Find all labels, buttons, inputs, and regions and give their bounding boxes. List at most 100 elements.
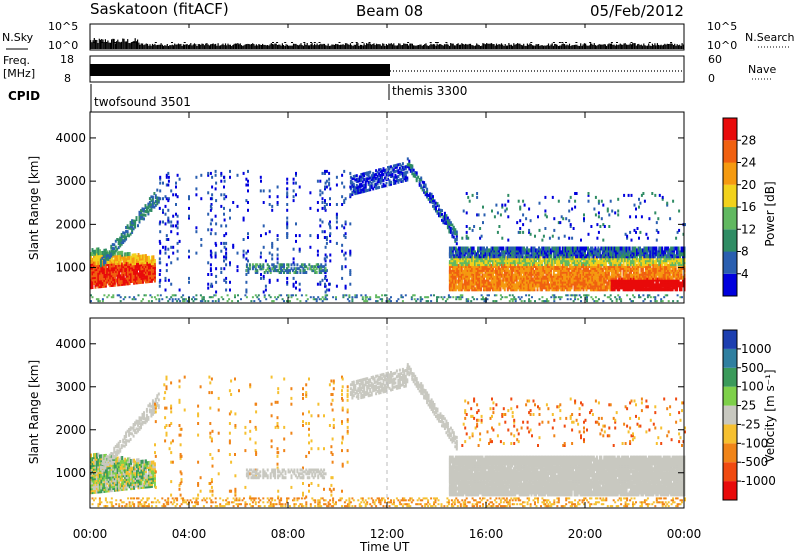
power-cell	[175, 203, 177, 206]
power-cell	[595, 248, 598, 253]
power-cell	[418, 181, 421, 185]
power-cell	[600, 269, 603, 274]
power-cell	[384, 168, 386, 172]
power-cell	[298, 282, 301, 286]
nsky-bar	[573, 44, 576, 49]
power-cell	[520, 273, 523, 278]
power-cell	[592, 287, 595, 292]
cpid-program-1: twofsound 3501	[94, 95, 191, 109]
power-cell	[466, 262, 469, 267]
power-cell	[582, 264, 585, 268]
power-cell	[329, 224, 331, 228]
power-cell	[318, 267, 321, 271]
nsky-bar	[446, 43, 448, 49]
power-cell	[295, 173, 297, 177]
power-cell	[379, 169, 382, 173]
power-cell	[391, 174, 394, 178]
nsky-bar	[439, 44, 441, 49]
power-cell	[529, 248, 532, 253]
nsky-bar	[196, 46, 198, 49]
nsky-bar	[661, 45, 663, 49]
power-cell	[575, 275, 578, 280]
power-cell	[121, 250, 124, 255]
power-cell	[384, 170, 386, 174]
power-cell	[624, 254, 627, 259]
power-cell	[514, 283, 517, 288]
power-cell	[296, 267, 299, 271]
power-cell	[104, 253, 107, 257]
power-cell	[442, 217, 445, 221]
power-cell	[388, 165, 391, 169]
power-cell	[111, 252, 114, 256]
power-cell	[414, 174, 417, 178]
power-cell	[287, 263, 290, 267]
power-cell	[494, 246, 497, 251]
power-cell	[116, 257, 119, 262]
power-cell	[546, 279, 549, 284]
power-cell	[655, 273, 658, 278]
power-cell	[395, 175, 398, 179]
power-cell	[661, 254, 664, 259]
power-cell	[314, 265, 317, 269]
power-cell	[459, 265, 462, 270]
power-cell	[280, 269, 283, 273]
power-cell	[300, 263, 303, 267]
power-cell	[401, 168, 404, 171]
power-cell	[509, 258, 512, 263]
power-cell	[545, 246, 548, 251]
nsky-bar	[487, 43, 489, 49]
power-cell	[175, 181, 177, 185]
freq-tick-high: 18	[60, 53, 74, 66]
power-cell	[150, 199, 153, 203]
power-cell	[435, 201, 437, 205]
nsearch-tick-low: 10^0	[707, 39, 737, 52]
nsky-bar	[149, 44, 151, 49]
power-cell	[372, 179, 375, 183]
nsky-bar	[294, 43, 296, 49]
nsky-bar	[495, 43, 498, 49]
power-cell	[283, 271, 285, 274]
power-cell	[159, 197, 162, 201]
power-cell	[448, 246, 451, 251]
power-cell	[319, 224, 322, 228]
power-cell	[167, 208, 170, 212]
power-cell	[436, 209, 439, 213]
power-cell	[123, 233, 126, 237]
power-cell	[636, 256, 638, 261]
power-cell	[247, 183, 249, 187]
nsky-bar	[257, 45, 259, 49]
power-cell	[560, 271, 563, 276]
power-cell	[496, 285, 499, 290]
power-cell	[214, 232, 217, 236]
power-cell	[146, 255, 149, 260]
power-cell	[597, 246, 600, 251]
nsky-bar	[515, 44, 517, 49]
nsky-bar	[618, 44, 620, 49]
nsearch-mark	[338, 42, 341, 43]
power-cell	[403, 171, 406, 175]
power-cell	[344, 286, 347, 290]
power-cell	[153, 201, 156, 205]
power-cell	[472, 267, 475, 272]
nsky-bar	[415, 45, 417, 49]
power-cell	[286, 222, 289, 226]
power-cell	[215, 181, 218, 185]
nsky-bar	[676, 44, 678, 49]
power-cell	[643, 262, 646, 267]
power-cell	[423, 181, 426, 185]
power-cell	[503, 273, 506, 278]
nsky-bar	[474, 45, 477, 49]
nsky-bar	[219, 45, 222, 49]
power-cell	[360, 175, 363, 178]
power-cell	[287, 265, 290, 269]
power-cell	[349, 193, 352, 197]
power-cell	[126, 224, 129, 228]
power-cell	[236, 251, 239, 255]
power-cell	[263, 271, 266, 274]
power-cell	[566, 252, 569, 257]
power-cell	[292, 199, 295, 203]
power-cell	[472, 260, 475, 265]
power-cell	[303, 271, 306, 274]
power-cell	[597, 264, 600, 268]
power-cell	[475, 252, 478, 257]
